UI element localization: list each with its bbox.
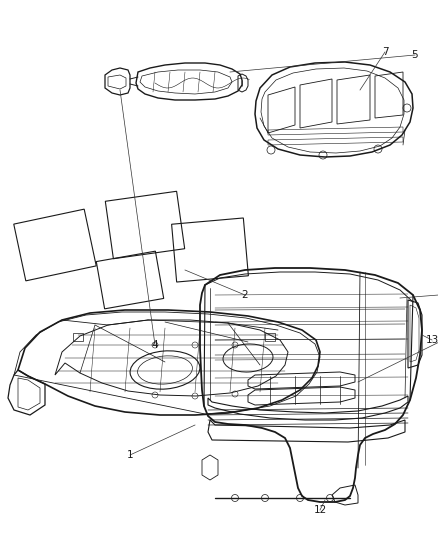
Text: 2: 2 bbox=[242, 290, 248, 300]
Text: 4: 4 bbox=[152, 340, 158, 350]
Text: 12: 12 bbox=[313, 505, 327, 515]
Bar bbox=[73, 333, 83, 341]
Text: 5: 5 bbox=[412, 50, 418, 60]
Text: 1: 1 bbox=[127, 450, 133, 460]
Bar bbox=[265, 333, 275, 341]
Text: 13: 13 bbox=[425, 335, 438, 345]
Text: 7: 7 bbox=[381, 47, 389, 57]
